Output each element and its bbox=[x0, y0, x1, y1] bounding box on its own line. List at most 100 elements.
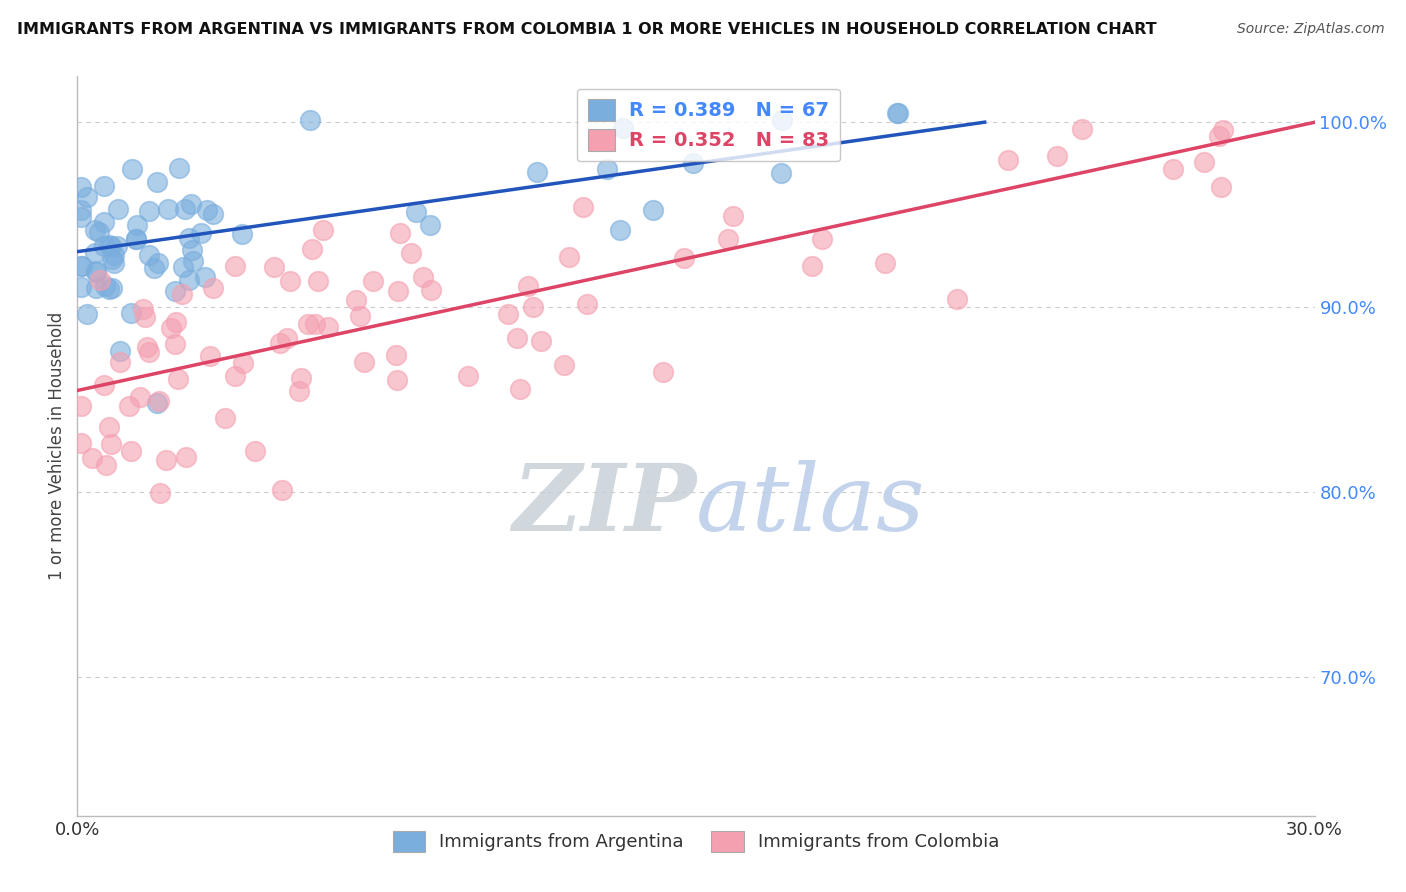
Point bbox=[120, 444, 142, 458]
Point bbox=[128, 390, 150, 404]
Point bbox=[672, 251, 695, 265]
Point bbox=[270, 483, 292, 498]
Point bbox=[98, 237, 121, 252]
Point bbox=[1209, 179, 1232, 194]
Point bbox=[420, 283, 443, 297]
Point bbox=[1046, 149, 1069, 163]
Point bbox=[76, 307, 98, 321]
Point bbox=[316, 320, 339, 334]
Point bbox=[770, 113, 793, 128]
Point bbox=[558, 250, 581, 264]
Point bbox=[70, 399, 93, 413]
Point bbox=[457, 368, 479, 383]
Point bbox=[167, 372, 190, 386]
Point bbox=[165, 337, 187, 351]
Point bbox=[571, 201, 593, 215]
Point bbox=[93, 378, 115, 392]
Point bbox=[224, 369, 246, 384]
Point bbox=[232, 356, 254, 370]
Point bbox=[170, 287, 193, 301]
Point bbox=[145, 175, 167, 189]
Point bbox=[143, 260, 166, 275]
Point bbox=[97, 420, 120, 434]
Point bbox=[612, 121, 634, 136]
Point bbox=[301, 242, 323, 256]
Point bbox=[157, 202, 180, 216]
Point bbox=[125, 218, 148, 232]
Point bbox=[997, 153, 1019, 167]
Point bbox=[120, 306, 142, 320]
Point bbox=[70, 436, 93, 450]
Point bbox=[509, 382, 531, 396]
Point bbox=[353, 355, 375, 369]
Point bbox=[307, 274, 329, 288]
Point bbox=[387, 284, 409, 298]
Point bbox=[103, 248, 125, 262]
Point bbox=[349, 309, 371, 323]
Point bbox=[811, 232, 834, 246]
Point bbox=[70, 203, 93, 218]
Point bbox=[167, 161, 190, 175]
Point bbox=[1208, 128, 1230, 143]
Point bbox=[180, 197, 202, 211]
Point bbox=[516, 278, 538, 293]
Point bbox=[121, 162, 143, 177]
Text: atlas: atlas bbox=[696, 460, 925, 550]
Point bbox=[172, 260, 194, 274]
Point bbox=[148, 393, 170, 408]
Point bbox=[385, 348, 408, 362]
Point bbox=[652, 365, 675, 379]
Point bbox=[344, 293, 367, 307]
Point bbox=[70, 179, 93, 194]
Point bbox=[288, 384, 311, 398]
Point bbox=[1161, 162, 1184, 177]
Point bbox=[946, 293, 969, 307]
Text: IMMIGRANTS FROM ARGENTINA VS IMMIGRANTS FROM COLOMBIA 1 OR MORE VEHICLES IN HOUS: IMMIGRANTS FROM ARGENTINA VS IMMIGRANTS … bbox=[17, 22, 1157, 37]
Point bbox=[70, 259, 93, 273]
Point bbox=[70, 210, 93, 224]
Point bbox=[107, 239, 129, 253]
Point bbox=[84, 280, 107, 294]
Point bbox=[522, 300, 544, 314]
Point bbox=[70, 279, 93, 293]
Point bbox=[138, 203, 160, 218]
Point bbox=[138, 345, 160, 359]
Point bbox=[134, 310, 156, 324]
Point bbox=[100, 239, 122, 253]
Point bbox=[643, 203, 665, 218]
Point bbox=[177, 273, 200, 287]
Point bbox=[165, 315, 187, 329]
Point bbox=[214, 410, 236, 425]
Point bbox=[1212, 123, 1234, 137]
Point bbox=[723, 209, 745, 223]
Point bbox=[93, 239, 115, 253]
Point bbox=[107, 202, 129, 216]
Point bbox=[198, 349, 221, 363]
Point bbox=[506, 331, 529, 345]
Point bbox=[108, 354, 131, 368]
Point bbox=[1192, 155, 1215, 169]
Point bbox=[399, 246, 422, 260]
Point bbox=[125, 232, 148, 246]
Point bbox=[278, 274, 301, 288]
Text: Source: ZipAtlas.com: Source: ZipAtlas.com bbox=[1237, 22, 1385, 37]
Point bbox=[298, 112, 321, 127]
Point bbox=[159, 321, 181, 335]
Point bbox=[179, 231, 201, 245]
Point bbox=[231, 227, 253, 242]
Point bbox=[1070, 121, 1092, 136]
Point bbox=[163, 284, 186, 298]
Point bbox=[97, 282, 120, 296]
Point bbox=[269, 335, 291, 350]
Point bbox=[304, 318, 326, 332]
Point bbox=[118, 399, 141, 413]
Point bbox=[93, 278, 115, 293]
Point bbox=[100, 281, 122, 295]
Point bbox=[245, 444, 267, 458]
Point bbox=[385, 373, 408, 387]
Point bbox=[770, 166, 793, 180]
Point bbox=[93, 179, 115, 194]
Point bbox=[575, 296, 598, 310]
Point bbox=[84, 223, 107, 237]
Point bbox=[83, 246, 105, 260]
